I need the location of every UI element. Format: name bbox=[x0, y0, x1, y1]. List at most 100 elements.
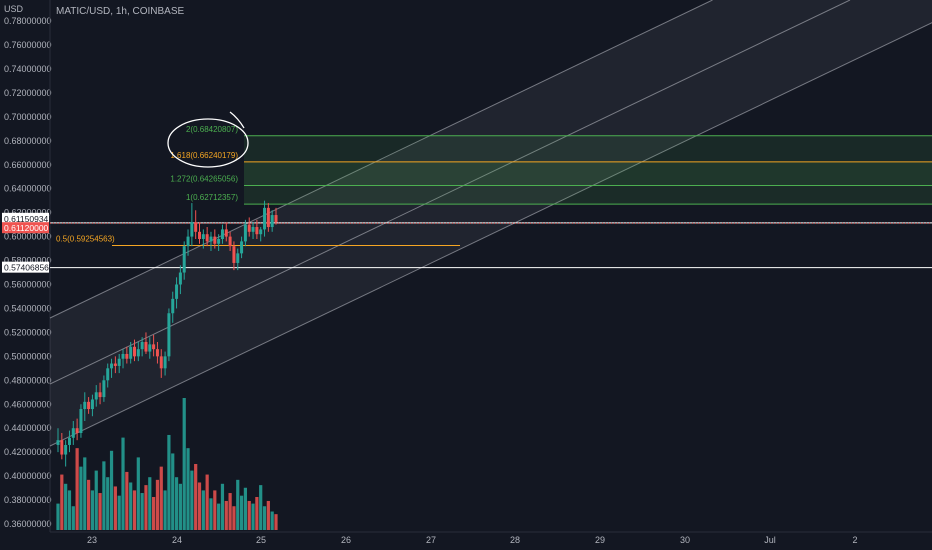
volume-bar bbox=[270, 511, 274, 530]
candle-body bbox=[220, 229, 224, 239]
volume-bar bbox=[155, 479, 160, 530]
price-label-box bbox=[2, 261, 49, 273]
volume-bar bbox=[251, 503, 255, 530]
candle-body bbox=[240, 241, 244, 254]
y-tick-label: 0.38000000 bbox=[4, 495, 52, 505]
y-tick-label: 0.44000000 bbox=[4, 423, 52, 433]
candle-body bbox=[79, 409, 83, 433]
volume-bar bbox=[125, 471, 129, 530]
volume-bar bbox=[236, 479, 240, 530]
fib-label: 0.5(0.59254563) bbox=[56, 235, 115, 244]
candle-body bbox=[236, 253, 240, 263]
candle-body bbox=[117, 358, 121, 366]
volume-bar bbox=[213, 490, 217, 530]
volume-bar bbox=[121, 437, 125, 530]
volume-bar bbox=[163, 490, 167, 530]
fib-zone bbox=[244, 135, 932, 162]
volume-bar bbox=[217, 503, 221, 530]
price-label: 0.61120000 bbox=[4, 223, 49, 233]
y-tick-label: 0.72000000 bbox=[4, 88, 52, 98]
candle-body bbox=[132, 346, 136, 357]
candle-body bbox=[205, 234, 209, 242]
y-tick-label: 0.42000000 bbox=[4, 447, 52, 457]
y-tick-label: 0.74000000 bbox=[4, 64, 52, 74]
x-tick-label: 30 bbox=[680, 535, 690, 545]
volume-bar bbox=[71, 506, 75, 530]
volume-bar bbox=[75, 448, 79, 530]
y-tick-label: 0.70000000 bbox=[4, 112, 52, 122]
y-tick-label: 0.48000000 bbox=[4, 375, 52, 385]
candle-body bbox=[64, 444, 68, 455]
candle-body bbox=[232, 246, 236, 263]
y-axis: 0.78000000 0.76000000 0.74000000 0.72000000… bbox=[4, 0, 932, 533]
candle-body bbox=[106, 368, 110, 381]
candle-body bbox=[167, 313, 171, 357]
volume-bar bbox=[194, 464, 198, 530]
x-tick-label: 26 bbox=[341, 535, 351, 545]
y-tick-label: 0.50000000 bbox=[4, 351, 52, 361]
annotation-tick bbox=[229, 111, 245, 129]
volume-bar bbox=[90, 490, 95, 530]
price-label-box bbox=[2, 222, 49, 234]
candle-body bbox=[209, 236, 213, 242]
volume-bar bbox=[228, 493, 232, 530]
candle-body bbox=[110, 363, 114, 369]
candle-body bbox=[171, 298, 175, 314]
x-tick-label: 27 bbox=[426, 535, 436, 545]
volume-bar bbox=[140, 493, 144, 530]
currency-label: USD bbox=[4, 4, 24, 14]
candle-body bbox=[87, 401, 91, 410]
circle-annotation bbox=[167, 111, 249, 168]
y-tick-label: 0.58000000 bbox=[4, 256, 52, 266]
fib-zone bbox=[244, 161, 932, 186]
volume-bar bbox=[56, 503, 60, 530]
candle-body bbox=[90, 399, 94, 410]
candle-body bbox=[71, 428, 75, 438]
fib-label: 1.618(0.66240179) bbox=[170, 151, 238, 160]
candle-body bbox=[83, 401, 87, 410]
volume-bar bbox=[247, 500, 251, 530]
candle-body bbox=[213, 236, 217, 244]
candle-body bbox=[144, 341, 148, 352]
channel-line[interactable] bbox=[49, 0, 851, 385]
y-tick-label: 0.46000000 bbox=[4, 399, 52, 409]
channel-line[interactable] bbox=[49, 0, 713, 319]
candle-body bbox=[56, 440, 60, 445]
volume-bar bbox=[224, 500, 228, 530]
candle-body bbox=[163, 356, 167, 369]
volume-bar bbox=[262, 506, 267, 530]
volume-bar bbox=[83, 457, 87, 530]
volume-bar bbox=[259, 485, 263, 530]
candlesticks bbox=[56, 200, 278, 467]
x-axis: 23 24 25 26 27 28 29 30 Jul 2 bbox=[87, 535, 858, 545]
volume-bar bbox=[117, 495, 121, 530]
volume-bar bbox=[132, 490, 137, 530]
volume-bar bbox=[255, 497, 259, 530]
volume-bar bbox=[239, 495, 244, 530]
volume-bar bbox=[209, 498, 213, 530]
y-tick-label: 0.76000000 bbox=[4, 40, 52, 50]
candle-body bbox=[175, 284, 179, 299]
candle-body bbox=[198, 231, 202, 239]
candle-body bbox=[263, 207, 267, 230]
fib-label: 1(0.62712357) bbox=[186, 193, 238, 202]
candle-body bbox=[178, 272, 182, 285]
volume-bar bbox=[190, 470, 194, 530]
volume-bar bbox=[186, 448, 190, 530]
volume-bar bbox=[171, 453, 175, 530]
x-tick-label: 29 bbox=[595, 535, 605, 545]
fib-label: 1.272(0.64265056) bbox=[170, 175, 238, 184]
candle-body bbox=[274, 215, 278, 223]
x-tick-label: 28 bbox=[510, 535, 520, 545]
candle-body bbox=[94, 392, 98, 400]
fib-zone bbox=[244, 185, 932, 205]
circle-annotation-shape[interactable] bbox=[167, 118, 249, 168]
candle-body bbox=[259, 229, 263, 235]
candle-body bbox=[121, 353, 125, 359]
y-tick-label: 0.52000000 bbox=[4, 327, 52, 337]
candle-body bbox=[247, 224, 251, 232]
x-tick-label: 2 bbox=[852, 535, 857, 545]
candle-body bbox=[75, 428, 79, 433]
candle-body bbox=[255, 227, 259, 235]
